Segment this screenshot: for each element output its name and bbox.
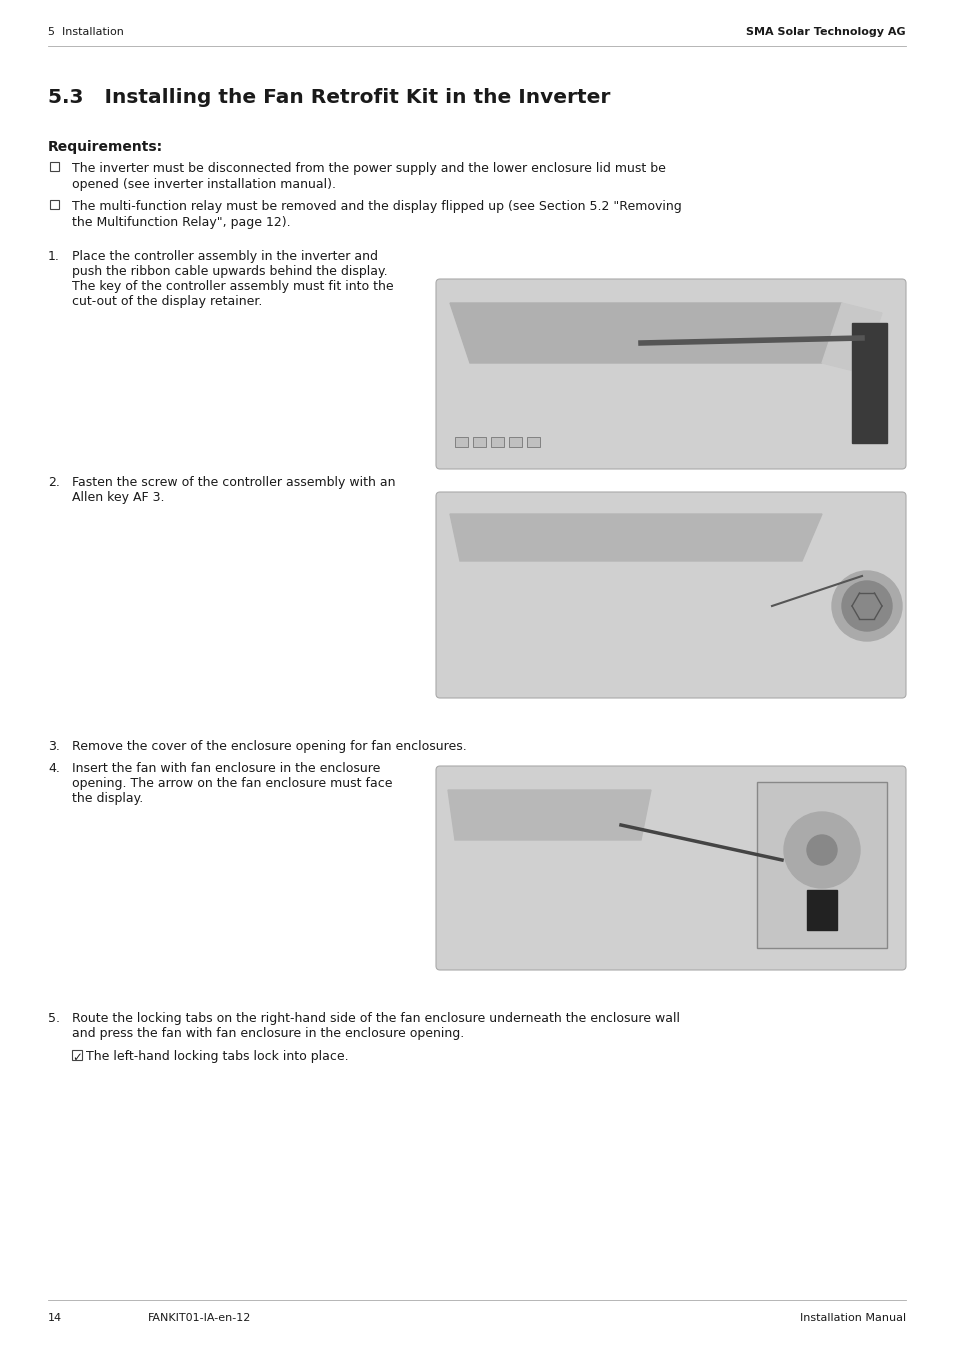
FancyBboxPatch shape	[436, 279, 905, 469]
Text: The key of the controller assembly must fit into the: The key of the controller assembly must …	[71, 280, 394, 293]
Text: 5  Installation: 5 Installation	[48, 27, 124, 37]
Text: 5.3   Installing the Fan Retrofit Kit in the Inverter: 5.3 Installing the Fan Retrofit Kit in t…	[48, 88, 610, 107]
FancyBboxPatch shape	[436, 492, 905, 698]
FancyBboxPatch shape	[436, 767, 905, 969]
Text: the display.: the display.	[71, 792, 143, 804]
Text: 3.: 3.	[48, 740, 60, 753]
Polygon shape	[821, 303, 882, 373]
Bar	[71, 1051, 82, 1060]
Text: opening. The arrow on the fan enclosure must face: opening. The arrow on the fan enclosure …	[71, 777, 392, 790]
Text: 2.: 2.	[48, 476, 60, 489]
Text: 1.: 1.	[48, 250, 60, 264]
Text: Fasten the screw of the controller assembly with an: Fasten the screw of the controller assem…	[71, 476, 395, 489]
Polygon shape	[450, 514, 821, 561]
Text: 14: 14	[48, 1313, 62, 1324]
Bar	[509, 437, 521, 448]
Text: Place the controller assembly in the inverter and: Place the controller assembly in the inv…	[71, 250, 377, 264]
Text: ✓: ✓	[72, 1051, 82, 1064]
Text: Allen key AF 3.: Allen key AF 3.	[71, 491, 164, 504]
Polygon shape	[448, 790, 650, 840]
Bar	[455, 437, 468, 448]
Text: and press the fan with fan enclosure in the enclosure opening.: and press the fan with fan enclosure in …	[71, 1028, 464, 1040]
Text: FANKIT01-IA-en-12: FANKIT01-IA-en-12	[148, 1313, 251, 1324]
Bar	[526, 437, 539, 448]
Text: 4.: 4.	[48, 763, 60, 775]
Text: The left-hand locking tabs lock into place.: The left-hand locking tabs lock into pla…	[86, 1051, 348, 1063]
Circle shape	[783, 813, 859, 888]
Text: cut-out of the display retainer.: cut-out of the display retainer.	[71, 295, 262, 308]
Bar	[50, 200, 59, 210]
Circle shape	[831, 571, 901, 641]
Text: Remove the cover of the enclosure opening for fan enclosures.: Remove the cover of the enclosure openin…	[71, 740, 466, 753]
Text: the Multifunction Relay", page 12).: the Multifunction Relay", page 12).	[71, 216, 291, 228]
Circle shape	[806, 836, 836, 865]
Text: 5.: 5.	[48, 1013, 60, 1025]
Bar	[50, 162, 59, 170]
Polygon shape	[851, 323, 886, 443]
Text: Installation Manual: Installation Manual	[799, 1313, 905, 1324]
Text: opened (see inverter installation manual).: opened (see inverter installation manual…	[71, 178, 335, 191]
Text: Requirements:: Requirements:	[48, 141, 163, 154]
Text: The multi-function relay must be removed and the display flipped up (see Section: The multi-function relay must be removed…	[71, 200, 681, 214]
Text: The inverter must be disconnected from the power supply and the lower enclosure : The inverter must be disconnected from t…	[71, 162, 665, 174]
Bar	[491, 437, 503, 448]
Circle shape	[841, 581, 891, 631]
Text: push the ribbon cable upwards behind the display.: push the ribbon cable upwards behind the…	[71, 265, 387, 279]
Text: Route the locking tabs on the right-hand side of the fan enclosure underneath th: Route the locking tabs on the right-hand…	[71, 1013, 679, 1025]
Bar	[473, 437, 485, 448]
Text: SMA Solar Technology AG: SMA Solar Technology AG	[745, 27, 905, 37]
Polygon shape	[806, 890, 836, 930]
Bar	[757, 781, 886, 948]
Polygon shape	[450, 303, 841, 362]
Text: Insert the fan with fan enclosure in the enclosure: Insert the fan with fan enclosure in the…	[71, 763, 380, 775]
